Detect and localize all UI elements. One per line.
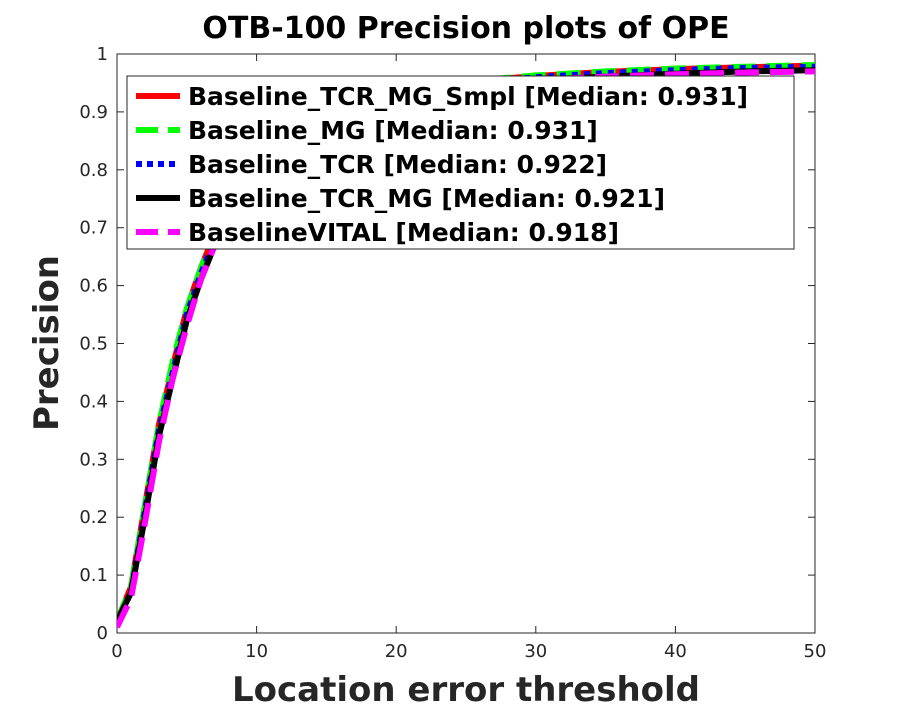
chart-title: OTB-100 Precision plots of OPE <box>202 11 729 46</box>
x-tick-label: 0 <box>111 641 122 662</box>
y-tick-label: 0.6 <box>79 276 108 297</box>
x-tick-label: 20 <box>385 641 408 662</box>
legend-label-4: Baseline_TCR_MG [Median: 0.921] <box>188 184 665 213</box>
legend-box <box>126 75 795 250</box>
y-tick-label: 0.5 <box>79 334 108 355</box>
y-tick-label: 0.3 <box>79 449 108 470</box>
y-tick-label: 0.1 <box>79 565 108 586</box>
y-tick-label: 1 <box>97 44 108 65</box>
y-tick-label: 0.4 <box>79 391 108 412</box>
y-tick-label: 0.7 <box>79 218 108 239</box>
y-tick-label: 0.8 <box>79 160 108 181</box>
x-tick-label: 50 <box>804 641 827 662</box>
legend-label-3: Baseline_TCR [Median: 0.922] <box>188 150 607 179</box>
tick-labels: 0 10 20 30 40 50 0 0.1 0.2 0.3 0.4 0.5 0.6 0.7 0.8 0.9 1 <box>79 44 826 662</box>
y-tick-label: 0.9 <box>79 102 108 123</box>
legend-label-1: Baseline_TCR_MG_Smpl [Median: 0.931] <box>188 82 748 111</box>
x-tick-label: 40 <box>664 641 687 662</box>
x-axis-label: Location error threshold <box>232 670 700 710</box>
axis-ticks <box>116 53 816 634</box>
x-tick-label: 30 <box>524 641 547 662</box>
legend: Baseline_TCR_MG_Smpl [Median: 0.931] Base… <box>126 75 795 250</box>
y-tick-label: 0 <box>97 623 108 644</box>
legend-label-5: BaselineVITAL [Median: 0.918] <box>188 218 619 247</box>
x-tick-label: 10 <box>245 641 268 662</box>
y-axis-label: Precision <box>27 255 67 431</box>
y-tick-label: 0.2 <box>79 507 108 528</box>
series-line-2 <box>117 62 815 623</box>
legend-label-2: Baseline_MG [Median: 0.931] <box>188 116 598 145</box>
